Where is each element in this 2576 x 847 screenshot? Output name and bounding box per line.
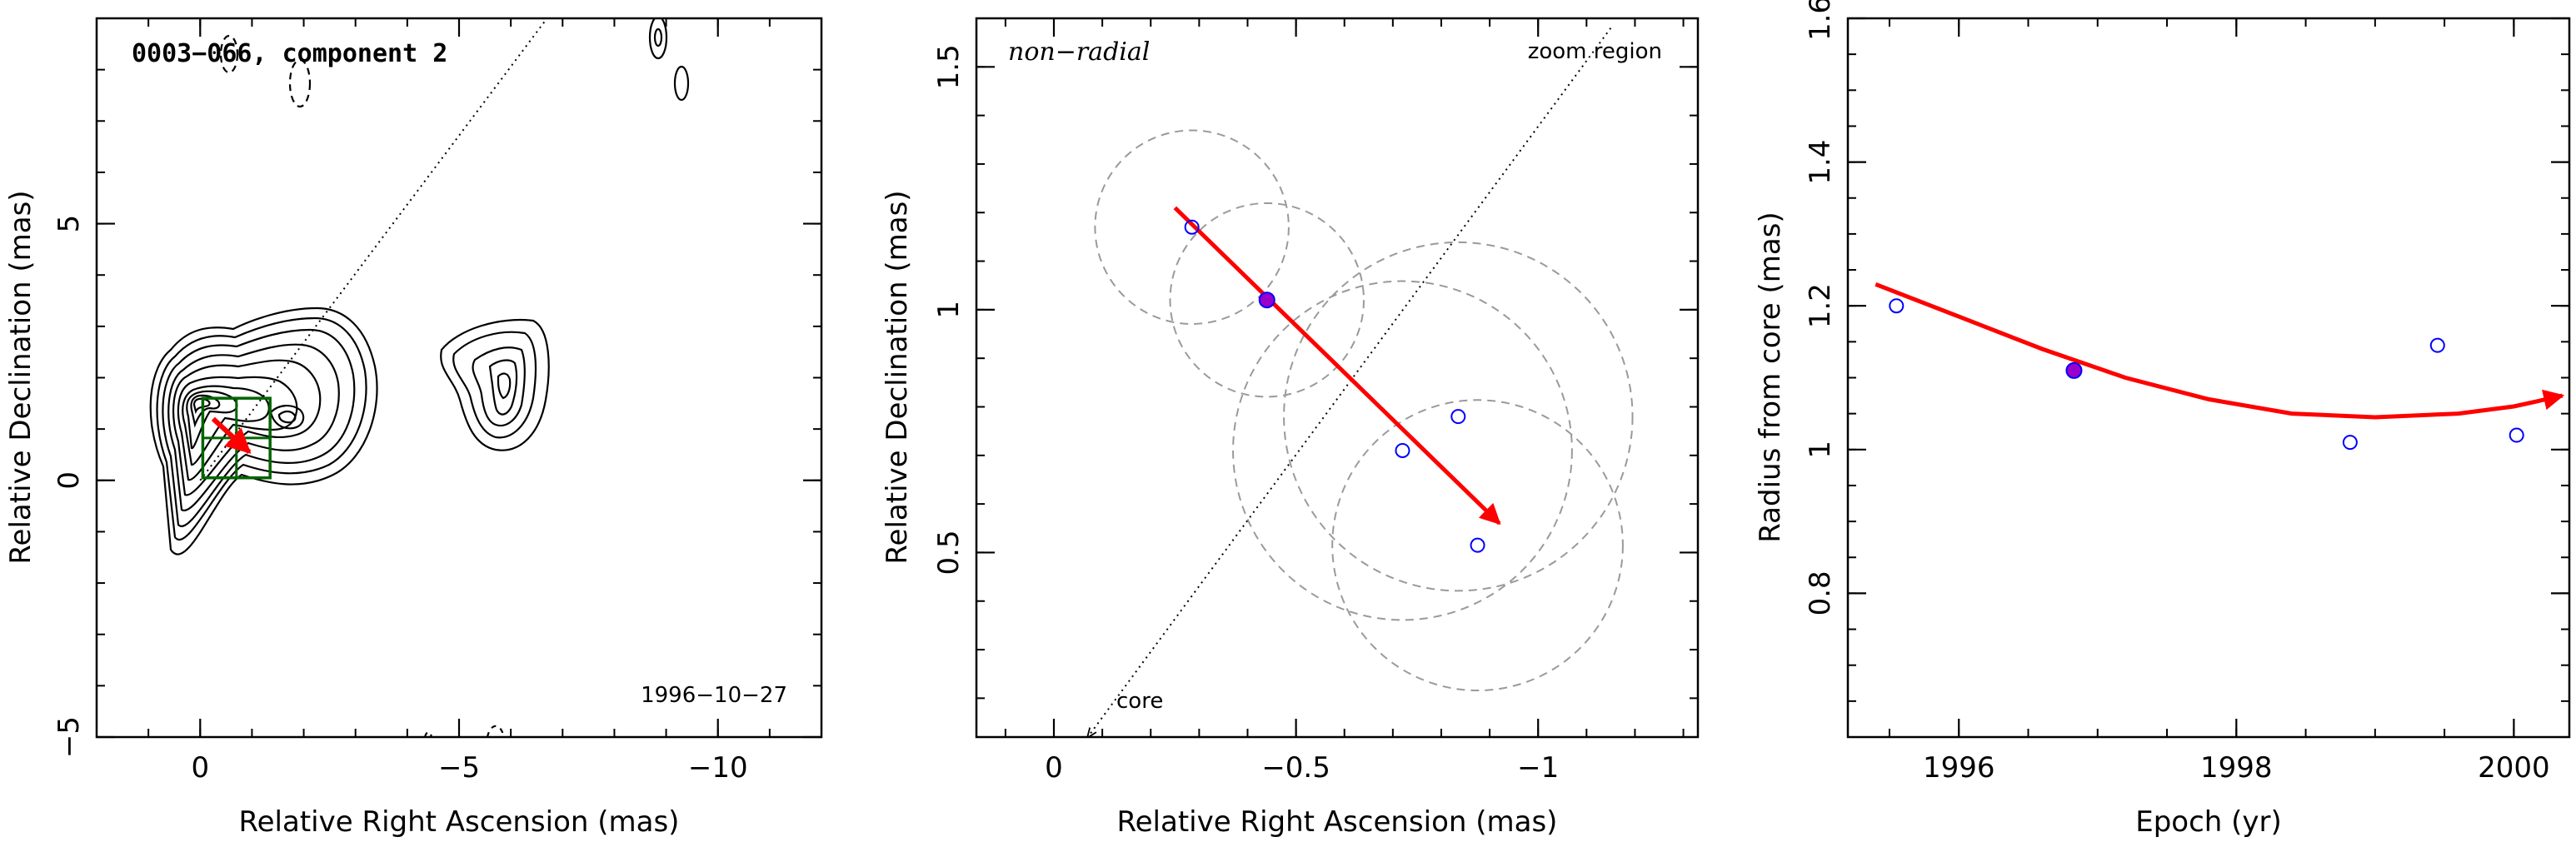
axis-ticks: 1996 1998 2000 0.8 1 1.2 1.4 1.6 xyxy=(1804,0,2569,785)
y-tick-label: −5 xyxy=(52,716,86,758)
x-axis-label: Epoch (yr) xyxy=(2135,805,2282,839)
error-circle xyxy=(1169,202,1365,398)
panel-map: 0 −5 −10 −5 0 5 0003−066, component 2 1996−10… xyxy=(4,17,823,839)
contour-level xyxy=(192,397,211,415)
contour-level-negative xyxy=(219,34,239,74)
x-tick-label: −10 xyxy=(688,751,748,785)
x-tick-label: −5 xyxy=(438,751,480,785)
contour-level xyxy=(149,306,378,556)
x-axis-label: Relative Right Ascension (mas) xyxy=(239,805,680,839)
core-direction-line xyxy=(199,18,548,481)
contour-level xyxy=(497,372,512,400)
contour-level xyxy=(488,359,518,416)
x-axis-label: Relative Right Ascension (mas) xyxy=(1117,805,1558,839)
contour-level xyxy=(162,328,356,527)
observation-date: 1996−10−27 xyxy=(641,683,787,708)
x-tick-label: 2000 xyxy=(2478,751,2550,785)
y-tick-label: 1.5 xyxy=(932,44,966,89)
contour-map xyxy=(149,18,690,737)
x-tick-label: 1998 xyxy=(2200,751,2273,785)
contour-level-negative xyxy=(486,725,506,737)
x-tick-label: 0 xyxy=(191,751,209,785)
y-tick-label: 5 xyxy=(52,215,86,233)
zoom-region-label: zoom region xyxy=(1528,39,1662,64)
x-tick-label: −0.5 xyxy=(1261,751,1330,785)
axis-ticks: 0 −5 −10 −5 0 5 xyxy=(52,17,822,785)
x-tick-label: −1 xyxy=(1517,751,1559,785)
contour-level xyxy=(440,319,550,451)
motion-vector-arrow xyxy=(211,416,252,455)
y-axis-label: Relative Declination (mas) xyxy=(4,190,37,564)
core-direction-line xyxy=(1088,27,1612,737)
error-circles xyxy=(1094,129,1634,692)
y-tick-label: 0.8 xyxy=(1804,570,1837,615)
contour-level-negative xyxy=(288,58,312,108)
y-tick-label: 0.5 xyxy=(932,530,966,575)
panel-radius: 1996 1998 2000 0.8 1 1.2 1.4 1.6 Epoch (yr) Rad… xyxy=(1754,0,2571,839)
highlighted-point xyxy=(2065,361,2083,379)
contour-level xyxy=(472,346,526,427)
plot-frame xyxy=(1846,17,2571,739)
data-point xyxy=(2509,427,2524,443)
contour-level xyxy=(156,316,367,541)
y-tick-label: 1 xyxy=(1804,441,1837,459)
core-label: core xyxy=(1116,689,1163,714)
axis-ticks: 0 −0.5 −1 0.5 1 1.5 xyxy=(932,17,1698,785)
contour-level xyxy=(452,331,537,439)
error-circle xyxy=(1283,241,1634,592)
data-point xyxy=(1184,219,1200,235)
data-point xyxy=(1470,537,1485,553)
contour-level xyxy=(269,405,305,430)
y-tick-label: 1.2 xyxy=(1804,283,1837,328)
data-point xyxy=(1395,442,1410,458)
contour-level xyxy=(673,65,690,102)
y-axis-label: Relative Declination (mas) xyxy=(881,190,914,564)
error-circle xyxy=(1331,399,1624,692)
position-points xyxy=(1184,219,1485,553)
error-circle xyxy=(1232,280,1573,621)
contour-level xyxy=(653,27,663,47)
data-point xyxy=(1450,409,1466,425)
motion-vector-arrow xyxy=(1173,206,1501,526)
y-tick-label: 0 xyxy=(52,471,86,490)
y-axis-label: Radius from core (mas) xyxy=(1754,212,1787,542)
x-tick-label: 1996 xyxy=(1923,751,1995,785)
data-point xyxy=(2342,435,2358,451)
y-tick-label: 1.6 xyxy=(1804,0,1837,41)
data-point xyxy=(2429,337,2445,353)
plot-frame xyxy=(975,17,1700,739)
y-tick-label: 1 xyxy=(932,301,966,319)
contour-level xyxy=(177,376,298,481)
data-point xyxy=(1889,298,1905,314)
panel-zoom: 0 −0.5 −1 0.5 1 1.5 non−radial zoom region co… xyxy=(881,17,1700,839)
radius-points xyxy=(1889,298,2524,451)
contour-level-negative xyxy=(423,730,433,737)
fit-curve xyxy=(1875,282,2565,420)
error-circle xyxy=(1094,129,1290,325)
highlighted-point xyxy=(1258,291,1276,309)
contour-level xyxy=(648,18,668,60)
non-radial-label: non−radial xyxy=(1008,37,1150,67)
x-tick-label: 0 xyxy=(1045,751,1063,785)
contour-level xyxy=(277,410,297,424)
chart-title: 0003−066, component 2 xyxy=(132,39,447,68)
y-tick-label: 1.4 xyxy=(1804,140,1837,185)
